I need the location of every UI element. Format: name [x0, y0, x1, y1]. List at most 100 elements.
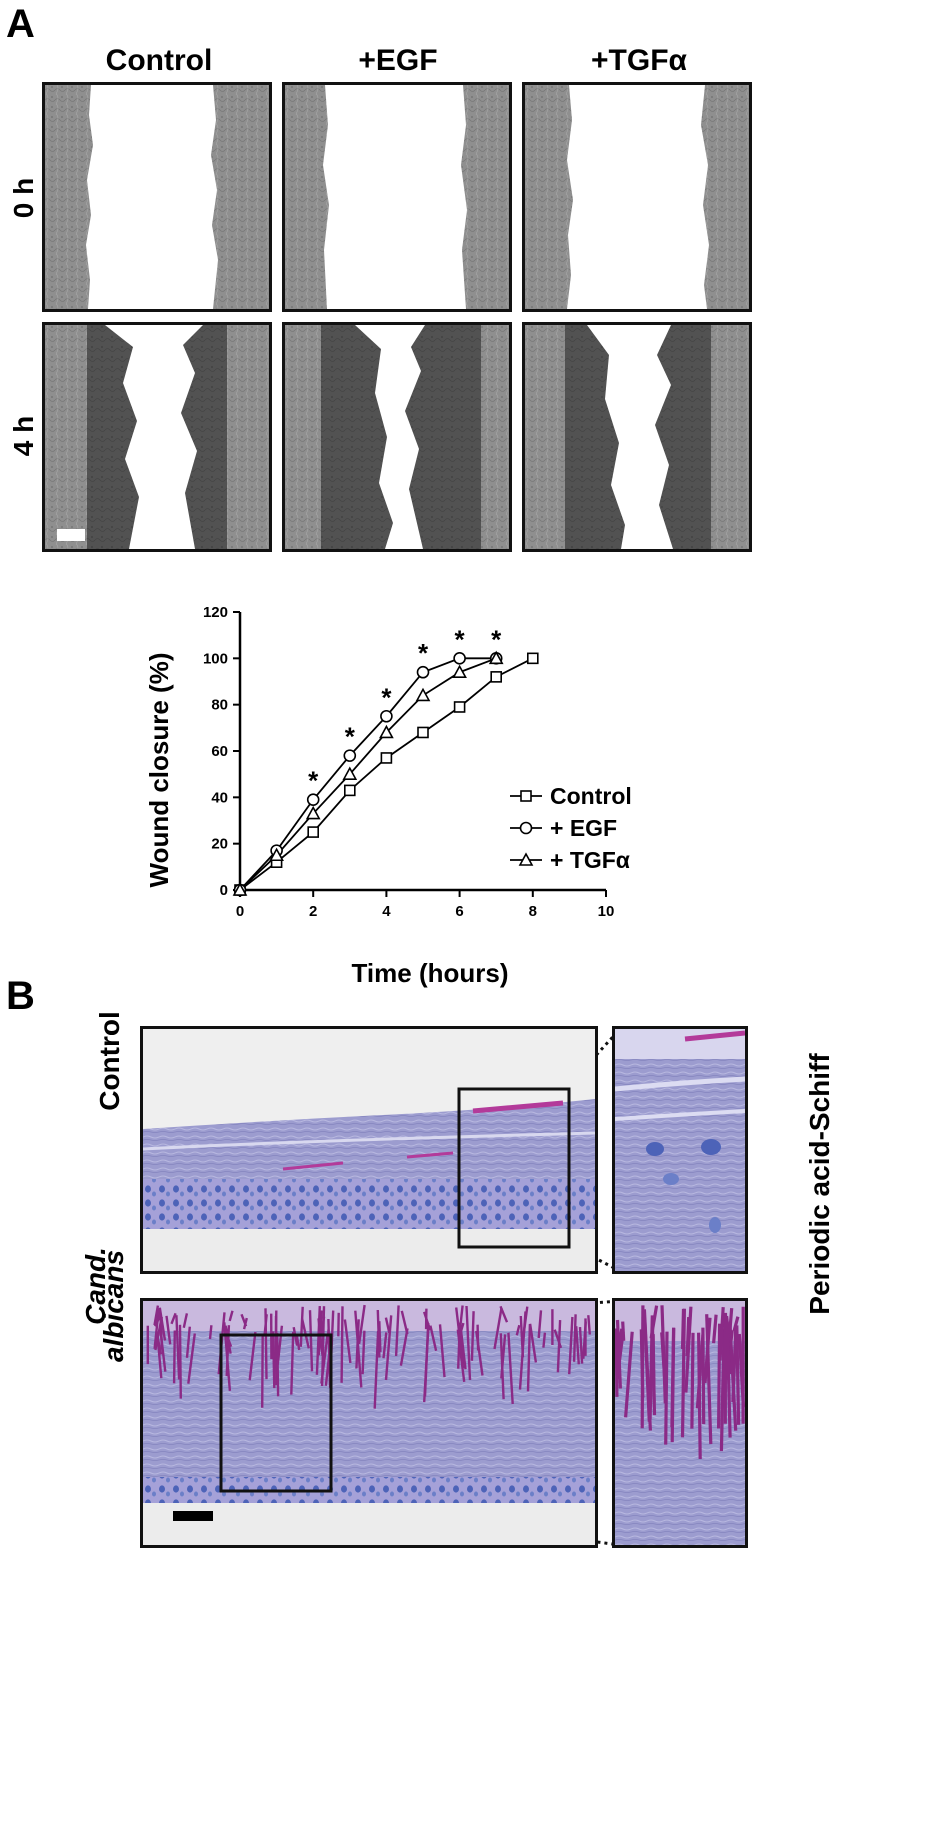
data-point-square — [526, 652, 539, 665]
hypha — [728, 1324, 738, 1431]
data-point-triangle — [488, 650, 504, 665]
hypha — [290, 1331, 295, 1395]
hypha — [225, 1325, 231, 1377]
hypha — [650, 1327, 657, 1416]
hypha — [378, 1321, 382, 1352]
micrograph-egf-4h — [282, 322, 512, 552]
significance-star: * — [418, 638, 429, 668]
micrograph-tgfa-0h — [522, 82, 752, 312]
hypha — [394, 1305, 400, 1357]
hypha — [587, 1315, 591, 1335]
hypha — [732, 1316, 740, 1332]
data-point-circle — [416, 665, 430, 679]
hypha — [271, 1331, 276, 1389]
x-tick-label: 2 — [309, 903, 317, 920]
zoom-box-control — [457, 1087, 571, 1249]
hypha — [400, 1310, 409, 1335]
x-tick-label: 10 — [598, 903, 615, 920]
data-point-circle — [343, 749, 357, 762]
hypha — [507, 1332, 514, 1405]
y-tick-label: 0 — [220, 882, 228, 899]
legend-label: Control — [550, 783, 632, 809]
data-point-triangle — [379, 724, 394, 739]
significance-star: * — [381, 682, 392, 712]
data-point-triangle — [342, 766, 358, 780]
hypha — [154, 1313, 162, 1327]
hypha — [154, 1316, 163, 1351]
hypha — [158, 1307, 167, 1341]
significance-star: * — [455, 624, 466, 654]
hypha — [719, 1328, 726, 1452]
hypha — [274, 1310, 278, 1369]
histology-control-main — [140, 1026, 598, 1274]
micrograph-tgfa-4h — [522, 322, 752, 552]
hypha — [572, 1314, 577, 1362]
hypha — [170, 1312, 177, 1325]
data-point-square — [344, 784, 356, 797]
hypha — [685, 1317, 691, 1357]
hypha — [526, 1324, 532, 1392]
hypha — [178, 1324, 182, 1399]
hypha — [568, 1316, 574, 1375]
hypha — [578, 1327, 584, 1364]
x-tick-label: 8 — [529, 903, 537, 920]
histology-candida-zoom — [612, 1298, 748, 1548]
data-point-square — [453, 701, 466, 713]
data-point-triangle — [305, 805, 321, 820]
hypha — [384, 1315, 393, 1381]
hypha — [361, 1330, 366, 1375]
hypha — [423, 1324, 430, 1403]
hypha — [185, 1326, 191, 1358]
histology-scale-bar — [173, 1511, 213, 1521]
data-point-triangle — [232, 882, 248, 896]
hypha — [343, 1319, 352, 1364]
row-label-control-histo: Control — [94, 1011, 125, 1111]
hypha — [299, 1306, 304, 1347]
hypha — [680, 1308, 686, 1438]
hypha — [264, 1308, 268, 1380]
hypha — [519, 1315, 525, 1358]
hypha — [187, 1333, 196, 1384]
hypha — [470, 1311, 475, 1361]
scale-bar — [57, 529, 85, 541]
data-point-square — [417, 726, 429, 739]
hypha — [575, 1326, 580, 1365]
y-tick-label: 60 — [211, 743, 228, 760]
data-point-circle — [306, 793, 320, 806]
row-label-albicans: albicans — [98, 1249, 129, 1363]
hypha — [465, 1305, 472, 1381]
hypha — [429, 1325, 438, 1352]
hypha — [438, 1324, 446, 1378]
x-tick-label: 4 — [382, 903, 391, 920]
hypha — [240, 1313, 248, 1327]
series-line-circle — [239, 657, 497, 891]
hypha — [382, 1332, 388, 1359]
hypha — [340, 1306, 344, 1383]
data-point-square — [520, 790, 532, 802]
data-point-square — [380, 752, 393, 764]
hypha — [308, 1310, 314, 1372]
hypha — [153, 1305, 160, 1326]
hypha — [521, 1306, 529, 1342]
legend-label: + TGFα — [550, 847, 630, 873]
row-label-4h: 4 h — [8, 415, 39, 457]
hypha — [537, 1310, 543, 1339]
zoom-connector-control — [598, 1027, 620, 1273]
hypha — [725, 1321, 732, 1438]
hypha — [670, 1327, 676, 1428]
x-tick-label: 6 — [455, 903, 463, 920]
data-point-triangle — [518, 852, 534, 866]
significance-star: * — [491, 624, 502, 654]
hypha — [703, 1317, 712, 1384]
hypha — [640, 1305, 645, 1429]
hypha — [208, 1325, 213, 1340]
column-label-control: Control — [105, 44, 213, 77]
column-label-tgfa: +TGFα — [591, 44, 687, 77]
hypha — [318, 1316, 326, 1342]
hypha — [476, 1324, 480, 1351]
hypha — [690, 1332, 695, 1429]
hypha — [459, 1331, 467, 1370]
data-point-square — [307, 826, 319, 838]
hypha — [315, 1306, 321, 1375]
micrograph-control-0h — [42, 82, 272, 312]
